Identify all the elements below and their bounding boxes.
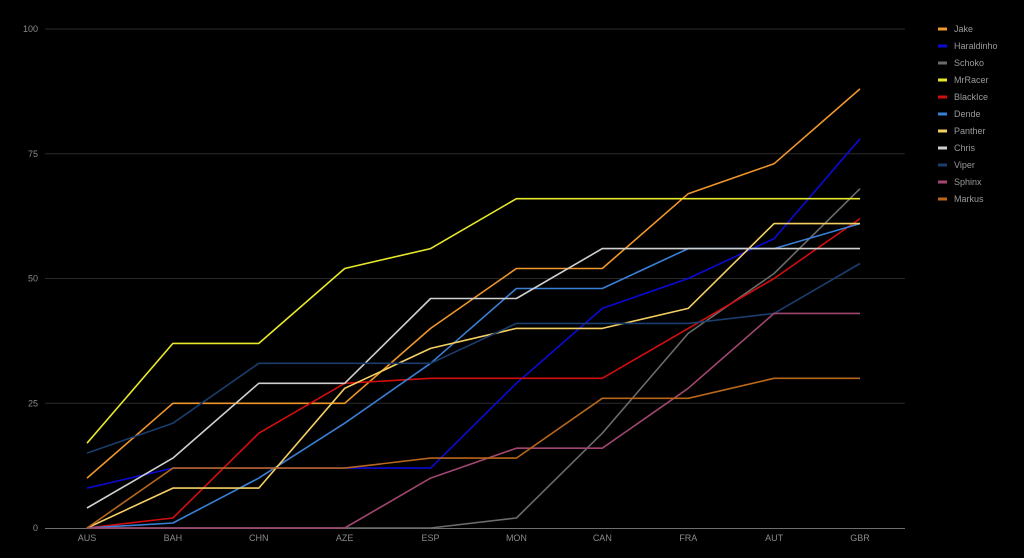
series-line-haraldinho bbox=[86, 138, 861, 489]
legend-label: Haraldinho bbox=[954, 41, 998, 51]
legend: Jake Haraldinho Schoko MrRacer BlackIce Dende… bbox=[938, 24, 998, 204]
legend-label: Markus bbox=[954, 194, 984, 204]
legend-label: MrRacer bbox=[954, 75, 989, 85]
x-tick-label: BAH bbox=[164, 533, 183, 543]
legend-swatch bbox=[938, 78, 947, 82]
y-tick-label: 50 bbox=[28, 274, 38, 284]
legend-item-blackice[interactable]: BlackIce bbox=[938, 92, 988, 102]
x-tick-label: AUT bbox=[765, 533, 784, 543]
legend-label: Sphinx bbox=[954, 177, 982, 187]
series-line-mrracer bbox=[86, 197, 860, 444]
legend-swatch bbox=[938, 27, 947, 31]
gridlines bbox=[45, 28, 905, 404]
y-tick-label: 0 bbox=[33, 523, 38, 533]
series-line-jake bbox=[86, 88, 861, 479]
series-line-panther bbox=[86, 222, 860, 529]
series-line-viper bbox=[86, 262, 861, 454]
legend-swatch bbox=[938, 61, 947, 65]
y-tick-label: 75 bbox=[28, 149, 38, 159]
legend-label: Chris bbox=[954, 143, 976, 153]
legend-swatch bbox=[938, 129, 947, 133]
legend-swatch bbox=[938, 163, 947, 167]
legend-swatch bbox=[938, 95, 947, 99]
y-axis-ticks: 0 25 50 75 100 bbox=[23, 24, 38, 533]
legend-item-dende[interactable]: Dende bbox=[938, 109, 981, 119]
legend-item-chris[interactable]: Chris bbox=[938, 143, 976, 153]
legend-item-panther[interactable]: Panther bbox=[938, 126, 986, 136]
legend-item-sphinx[interactable]: Sphinx bbox=[938, 177, 982, 187]
legend-label: BlackIce bbox=[954, 92, 988, 102]
legend-label: Panther bbox=[954, 126, 986, 136]
x-tick-label: AZE bbox=[336, 533, 354, 543]
x-tick-label: CAN bbox=[593, 533, 612, 543]
series-line-blackice bbox=[86, 217, 861, 529]
legend-label: Dende bbox=[954, 109, 981, 119]
series-line-schoko bbox=[87, 188, 861, 529]
x-tick-label: FRA bbox=[679, 533, 697, 543]
series-line-markus bbox=[86, 377, 860, 529]
series-lines bbox=[86, 88, 861, 529]
legend-item-mrracer[interactable]: MrRacer bbox=[938, 75, 989, 85]
series-line-dende bbox=[86, 222, 861, 529]
legend-label: Jake bbox=[954, 24, 973, 34]
x-axis-ticks: AUS BAH CHN AZE ESP MON CAN FRA AUT GBR bbox=[78, 533, 871, 543]
y-tick-label: 100 bbox=[23, 24, 38, 34]
series-line-sphinx bbox=[87, 312, 860, 529]
legend-item-markus[interactable]: Markus bbox=[938, 194, 984, 204]
x-tick-label: CHN bbox=[249, 533, 269, 543]
y-tick-label: 25 bbox=[28, 398, 38, 408]
legend-swatch bbox=[938, 44, 947, 48]
legend-item-jake[interactable]: Jake bbox=[938, 24, 973, 34]
x-tick-label: ESP bbox=[422, 533, 440, 543]
legend-item-haraldinho[interactable]: Haraldinho bbox=[938, 41, 998, 51]
legend-label: Schoko bbox=[954, 58, 984, 68]
legend-item-schoko[interactable]: Schoko bbox=[938, 58, 984, 68]
legend-swatch bbox=[938, 146, 947, 150]
legend-item-viper[interactable]: Viper bbox=[938, 160, 975, 170]
x-tick-label: GBR bbox=[850, 533, 870, 543]
legend-swatch bbox=[938, 180, 947, 184]
legend-swatch bbox=[938, 112, 947, 116]
legend-label: Viper bbox=[954, 160, 975, 170]
x-tick-label: MON bbox=[506, 533, 527, 543]
x-tick-label: AUS bbox=[78, 533, 97, 543]
legend-swatch bbox=[938, 197, 947, 201]
series-line-chris bbox=[86, 247, 860, 509]
